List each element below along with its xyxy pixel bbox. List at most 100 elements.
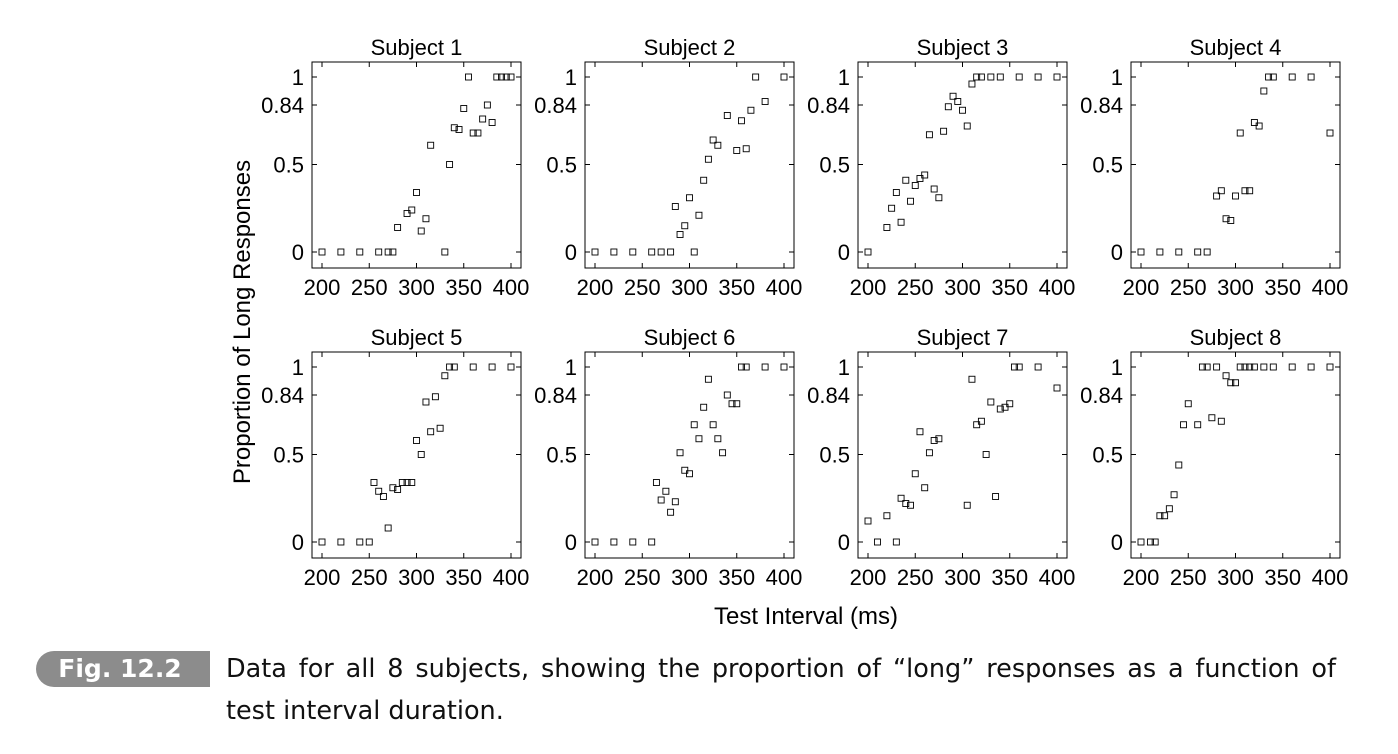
data-point bbox=[742, 145, 750, 153]
data-point bbox=[1255, 122, 1263, 130]
data-point bbox=[1260, 363, 1268, 371]
data-point bbox=[648, 248, 656, 256]
data-point bbox=[902, 500, 910, 507]
data-point bbox=[1184, 400, 1192, 408]
data-point bbox=[408, 479, 416, 486]
data-point bbox=[996, 73, 1004, 81]
data-point bbox=[1198, 363, 1206, 371]
data-point bbox=[681, 222, 689, 230]
x-tick-label: 200 bbox=[850, 565, 887, 590]
data-point bbox=[1246, 187, 1254, 195]
y-tick-label: 0.84 bbox=[1080, 93, 1123, 118]
data-point bbox=[704, 155, 712, 163]
data-point bbox=[671, 498, 679, 506]
data-point bbox=[1137, 248, 1145, 256]
data-point bbox=[1053, 73, 1061, 81]
y-tick-label: 0.84 bbox=[261, 93, 304, 118]
data-point bbox=[389, 248, 397, 256]
data-point bbox=[907, 197, 914, 205]
panel-subject-5: Subject 5 0 0.5 0.84 1 200 250 300 350 400 bbox=[261, 325, 529, 590]
y-tick-label: 0.84 bbox=[534, 93, 577, 118]
x-tick-label: 400 bbox=[1312, 275, 1349, 300]
data-point bbox=[1260, 87, 1268, 95]
data-point bbox=[700, 403, 708, 411]
x-tick-label: 250 bbox=[1170, 275, 1207, 300]
data-point bbox=[1175, 248, 1183, 256]
data-point bbox=[911, 470, 919, 478]
data-point bbox=[695, 435, 703, 443]
data-point bbox=[1246, 363, 1254, 371]
x-tick-label: 200 bbox=[577, 275, 614, 300]
data-point bbox=[1250, 363, 1258, 371]
y-tick-label: 0 bbox=[565, 240, 577, 265]
y-tick-label: 0.5 bbox=[273, 443, 304, 468]
plot-frame bbox=[857, 351, 1068, 559]
data-point bbox=[723, 391, 731, 399]
y-tick-label: 0.5 bbox=[819, 153, 850, 178]
data-point bbox=[714, 435, 722, 443]
y-tick-label: 1 bbox=[292, 65, 304, 90]
data-point bbox=[864, 517, 872, 525]
data-point bbox=[709, 136, 717, 144]
data-point bbox=[1203, 363, 1211, 371]
data-point bbox=[1194, 248, 1202, 256]
x-tick-label: 300 bbox=[944, 565, 981, 590]
data-point bbox=[356, 248, 364, 256]
data-point bbox=[474, 129, 482, 137]
data-point bbox=[1241, 187, 1249, 195]
data-point bbox=[930, 185, 938, 193]
x-tick-label: 400 bbox=[1312, 565, 1349, 590]
x-tick-label: 200 bbox=[304, 565, 341, 590]
x-tick-label: 350 bbox=[1264, 565, 1301, 590]
x-tick-label: 350 bbox=[718, 275, 755, 300]
y-tick-label: 0 bbox=[1111, 530, 1123, 555]
x-tick-label: 350 bbox=[1264, 275, 1301, 300]
y-tick-label: 0.5 bbox=[546, 443, 577, 468]
panel-subject-2: Subject 2 0 0.5 0.84 1 200 250 300 350 400 bbox=[534, 35, 802, 300]
x-tick-label: 200 bbox=[1123, 565, 1160, 590]
data-point bbox=[460, 105, 468, 112]
data-point bbox=[652, 479, 660, 486]
data-point bbox=[892, 189, 900, 196]
plot-frame bbox=[311, 351, 522, 559]
x-tick-label: 300 bbox=[671, 275, 708, 300]
data-point bbox=[911, 182, 919, 189]
data-point bbox=[375, 248, 383, 256]
data-point bbox=[907, 501, 914, 509]
data-point bbox=[498, 73, 505, 81]
data-point bbox=[398, 479, 406, 486]
data-point bbox=[992, 493, 1000, 500]
data-point bbox=[488, 119, 496, 126]
data-point bbox=[704, 375, 712, 383]
panel-title: Subject 1 bbox=[371, 35, 463, 60]
data-point bbox=[488, 363, 496, 371]
y-tick-label: 0 bbox=[838, 530, 850, 555]
x-tick-label: 300 bbox=[944, 275, 981, 300]
data-point bbox=[916, 175, 924, 182]
data-point bbox=[733, 147, 741, 154]
data-point bbox=[422, 398, 430, 406]
data-point bbox=[469, 129, 477, 137]
data-point bbox=[507, 73, 515, 81]
data-point bbox=[987, 73, 995, 81]
y-tick-label: 0.5 bbox=[819, 443, 850, 468]
data-point bbox=[370, 479, 378, 486]
data-point bbox=[752, 73, 760, 81]
caption-divider bbox=[204, 651, 210, 687]
y-tick-label: 0.84 bbox=[534, 383, 577, 408]
panel-title: Subject 2 bbox=[644, 35, 736, 60]
figure-number-tag: Fig. 12.2 bbox=[36, 651, 204, 687]
x-tick-label: 400 bbox=[493, 565, 530, 590]
data-point bbox=[940, 127, 948, 135]
data-point bbox=[733, 400, 741, 408]
data-point bbox=[1034, 73, 1042, 81]
x-tick-label: 300 bbox=[398, 565, 435, 590]
data-point bbox=[1011, 363, 1018, 371]
data-point bbox=[700, 176, 708, 184]
data-point bbox=[1232, 192, 1239, 200]
data-point bbox=[1015, 363, 1023, 371]
data-point bbox=[507, 363, 515, 371]
data-point bbox=[874, 538, 881, 546]
data-point bbox=[413, 189, 420, 196]
data-point bbox=[318, 248, 326, 256]
